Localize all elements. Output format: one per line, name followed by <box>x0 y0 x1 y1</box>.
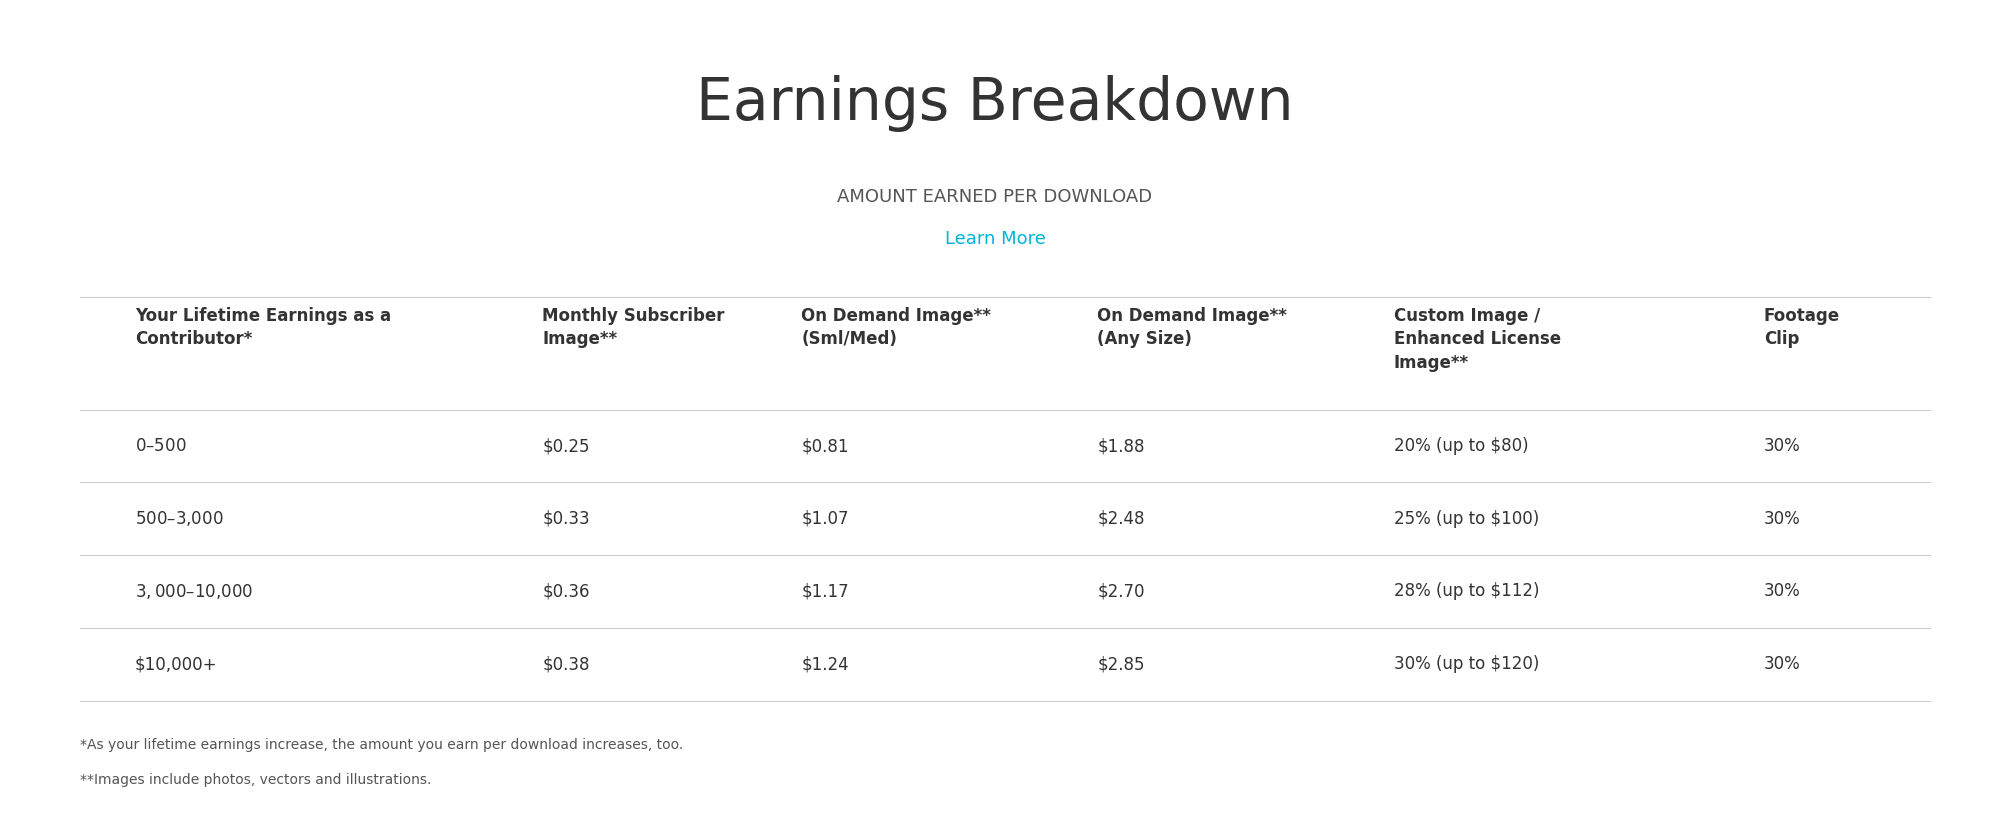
Text: 30% (up to $120): 30% (up to $120) <box>1392 655 1537 673</box>
Text: 30%: 30% <box>1762 437 1800 455</box>
Text: $1.07: $1.07 <box>802 510 849 528</box>
Text: $0.36: $0.36 <box>541 583 589 600</box>
Text: $3,000 – $10,000: $3,000 – $10,000 <box>135 582 253 601</box>
Text: $1.17: $1.17 <box>802 583 849 600</box>
Text: On Demand Image**
(Any Size): On Demand Image** (Any Size) <box>1098 307 1287 349</box>
Text: $500 – $3,000: $500 – $3,000 <box>135 509 223 528</box>
Text: *As your lifetime earnings increase, the amount you earn per download increases,: *As your lifetime earnings increase, the… <box>80 738 682 752</box>
Text: $0.38: $0.38 <box>541 655 589 673</box>
Text: $2.48: $2.48 <box>1098 510 1144 528</box>
Text: 28% (up to $112): 28% (up to $112) <box>1392 583 1537 600</box>
Text: Your Lifetime Earnings as a
Contributor*: Your Lifetime Earnings as a Contributor* <box>135 307 392 349</box>
Text: $2.70: $2.70 <box>1098 583 1144 600</box>
Text: 30%: 30% <box>1762 655 1800 673</box>
Text: $1.88: $1.88 <box>1098 437 1144 455</box>
Text: **Images include photos, vectors and illustrations.: **Images include photos, vectors and ill… <box>80 773 432 788</box>
Text: $10,000+: $10,000+ <box>135 655 217 673</box>
Text: Earnings Breakdown: Earnings Breakdown <box>696 75 1293 132</box>
Text: 30%: 30% <box>1762 510 1800 528</box>
Text: 25% (up to $100): 25% (up to $100) <box>1392 510 1537 528</box>
Text: $0.25: $0.25 <box>541 437 589 455</box>
Text: $1.24: $1.24 <box>802 655 849 673</box>
Text: $2.85: $2.85 <box>1098 655 1144 673</box>
Text: $0 – $500: $0 – $500 <box>135 437 187 455</box>
Text: AMOUNT EARNED PER DOWNLOAD: AMOUNT EARNED PER DOWNLOAD <box>837 188 1152 206</box>
Text: Footage
Clip: Footage Clip <box>1762 307 1840 349</box>
Text: 30%: 30% <box>1762 583 1800 600</box>
Text: On Demand Image**
(Sml/Med): On Demand Image** (Sml/Med) <box>802 307 991 349</box>
Text: Custom Image /
Enhanced License
Image**: Custom Image / Enhanced License Image** <box>1392 307 1559 372</box>
Text: $0.33: $0.33 <box>541 510 589 528</box>
Text: 20% (up to $80): 20% (up to $80) <box>1392 437 1528 455</box>
Text: Monthly Subscriber
Image**: Monthly Subscriber Image** <box>541 307 724 349</box>
Text: $0.81: $0.81 <box>802 437 849 455</box>
Text: Learn More: Learn More <box>945 230 1044 248</box>
